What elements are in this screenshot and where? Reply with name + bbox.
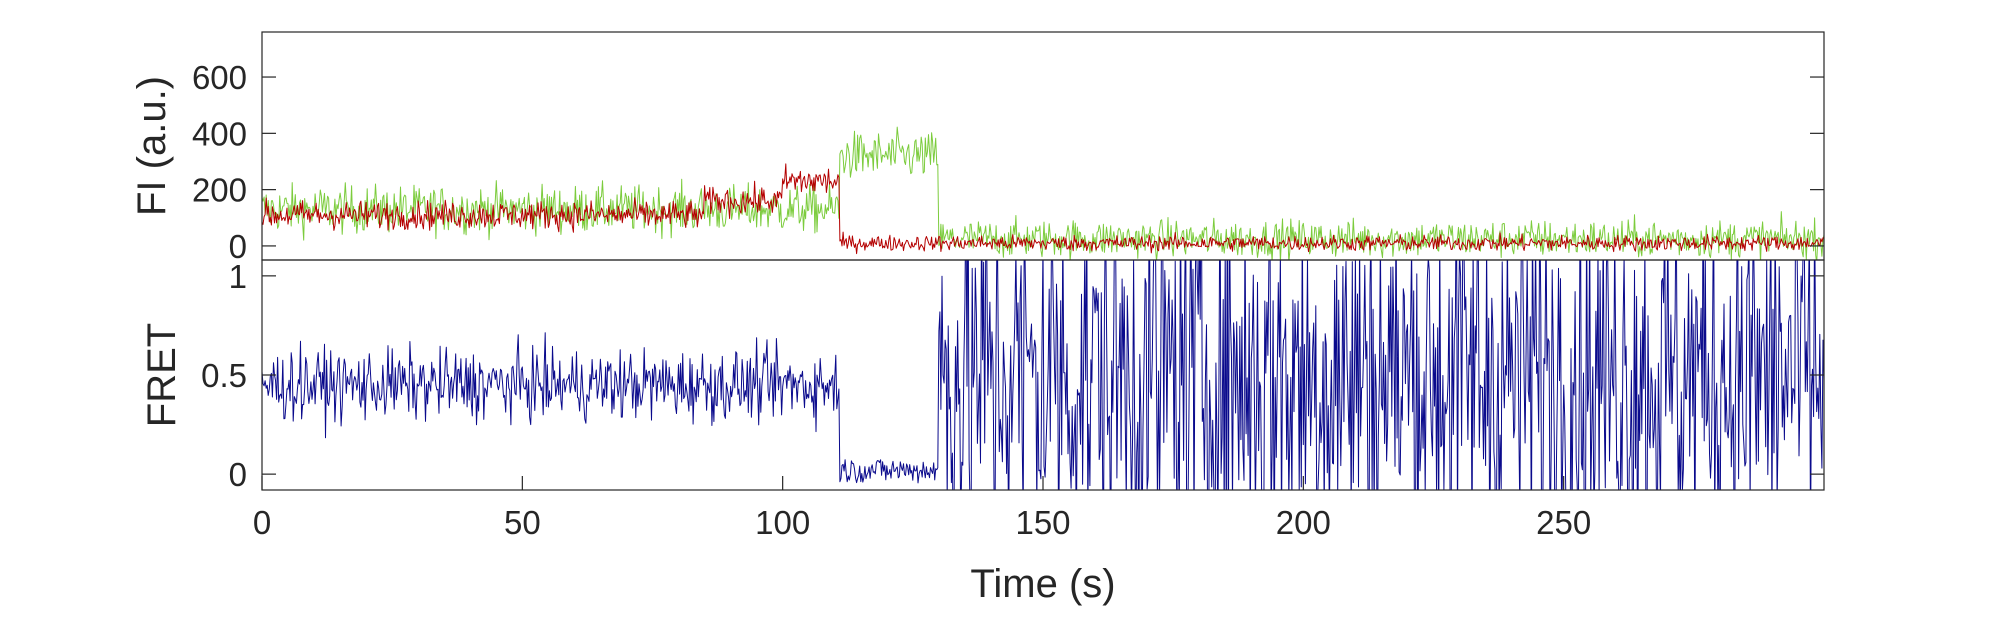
y-tick-label: 0.5 <box>201 357 247 394</box>
x-tick-label: 250 <box>1536 504 1591 541</box>
y-tick-label: 600 <box>192 59 247 96</box>
x-tick-label: 200 <box>1276 504 1331 541</box>
fret-series-line <box>262 260 1824 490</box>
y-tick-label: 1 <box>229 258 247 295</box>
fret-y-axis-label: FRET <box>140 323 184 427</box>
intensity-panel: 0 200 400 600 FI (a.u.) <box>130 31 1825 265</box>
time-x-axis-label: Time (s) <box>970 562 1115 606</box>
acceptor-series-line <box>262 163 1824 255</box>
donor-series-line <box>262 126 1824 260</box>
x-tick-label: 100 <box>755 504 810 541</box>
x-tick-label: 0 <box>253 504 271 541</box>
x-tick-label: 150 <box>1015 504 1070 541</box>
fret-y-ticks: 00.51 <box>201 258 1824 493</box>
y-tick-label: 0 <box>229 456 247 493</box>
intensity-y-ticks: 0 200 400 600 <box>192 59 1824 265</box>
fret-trace <box>262 260 1824 490</box>
y-tick-label: 200 <box>192 172 247 209</box>
y-tick-label: 0 <box>229 228 247 265</box>
fret-panel: 00.51 0 50 100 150 200 250 FRET Time (s) <box>140 258 1825 606</box>
y-tick-label: 400 <box>192 115 247 152</box>
time-x-ticks: 0 50 100 150 200 250 <box>253 476 1591 541</box>
intensity-y-axis-label: FI (a.u.) <box>130 76 174 216</box>
intensity-traces <box>262 126 1824 260</box>
x-tick-label: 50 <box>504 504 541 541</box>
